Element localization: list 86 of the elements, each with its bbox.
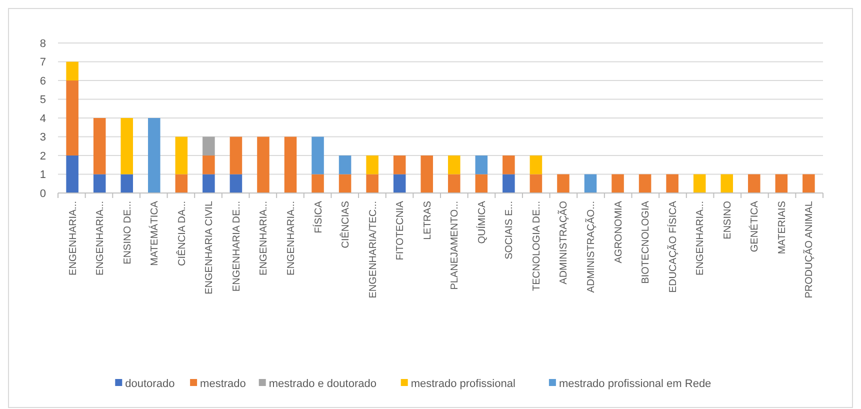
legend-label: mestrado profissional em Rede: [558, 378, 712, 390]
bar: [748, 174, 760, 193]
x-tick-label: QUÍMICA: [476, 200, 488, 244]
bar: [502, 156, 515, 174]
bar: [638, 174, 652, 193]
y-tick-label: 1: [40, 169, 46, 182]
bar: [557, 174, 570, 193]
bar: [66, 80, 78, 156]
x-tick-label: ENSINO DE...: [122, 201, 134, 264]
x-tick-label: ADMINISTRAÇÃO: [558, 200, 570, 284]
legend-label: doutorado: [125, 378, 175, 390]
x-tick-label: ENGENHARIA...: [95, 201, 106, 276]
bar: [612, 174, 624, 193]
x-tick-label: ENGENHARIA...: [286, 201, 297, 276]
legend-label: mestrado profissional: [410, 378, 516, 390]
bar: [393, 156, 406, 174]
x-tick-label: ENGENHARIA...: [695, 201, 706, 276]
bar: [202, 174, 215, 193]
bar: [312, 136, 324, 174]
y-tick-label: 3: [40, 132, 46, 144]
x-tick-label: ENGENHARIA/TEC...: [368, 201, 379, 298]
x-tick-label: PRODUÇÃO ANIMAL: [803, 200, 816, 298]
bar: [530, 156, 542, 174]
bar: [720, 174, 733, 193]
bar: [475, 156, 488, 174]
x-tick-label: FÍSICA: [312, 200, 324, 234]
bar: [530, 174, 542, 193]
x-tick-label: ENGENHARIA CIVIL: [204, 200, 216, 294]
x-tick-label: TECNOLOGIA DE...: [531, 201, 542, 292]
bar: [120, 174, 133, 193]
bar: [230, 136, 242, 174]
x-tick-label: ENGENHARIA...: [258, 201, 270, 276]
bar: [66, 156, 78, 193]
bar: [502, 174, 515, 193]
bar: [584, 174, 597, 193]
bar: [338, 174, 352, 193]
x-tick-label: SOCIAIS E...: [504, 201, 516, 260]
bar: [775, 174, 788, 193]
bar: [148, 118, 160, 193]
y-tick-label: 5: [40, 94, 46, 106]
x-tick-label: ENSINO: [722, 200, 734, 240]
bar: [802, 174, 815, 193]
bar: [312, 174, 324, 193]
bar: [366, 156, 378, 174]
bar: [448, 174, 460, 193]
legend-label: mestrado: [200, 378, 246, 390]
x-tick-label: MATERIAIS: [776, 200, 788, 254]
x-tick-label: ENGENHARIA DE...: [231, 201, 242, 292]
y-tick-label: 2: [40, 150, 46, 162]
bar: [66, 62, 78, 80]
x-tick-label: PLANEJAMENTO...: [450, 201, 461, 290]
y-tick-label: 7: [40, 56, 46, 69]
x-tick-label: AGRONOMIA: [613, 200, 624, 264]
y-tick-label: 0: [40, 188, 46, 200]
bar: [175, 174, 188, 193]
bar: [338, 156, 352, 174]
bar: [202, 136, 215, 156]
bar: [284, 136, 297, 193]
bar: [393, 174, 406, 193]
bar: [202, 156, 215, 174]
bar: [366, 174, 378, 193]
x-tick-label: ENGENHARIA...: [68, 201, 79, 276]
bar: [93, 118, 106, 174]
bar: [420, 156, 433, 193]
x-tick-label: MATEMÁTICA: [148, 200, 161, 266]
bar: [448, 156, 460, 174]
y-tick-label: 6: [40, 75, 46, 88]
x-tick-label: CIÊNCIA DA...: [176, 201, 188, 266]
bar: [175, 136, 188, 174]
bar: [93, 174, 106, 193]
x-tick-label: LETRAS: [422, 200, 434, 240]
x-tick-label: GENÉTICA: [748, 200, 761, 252]
bar: [666, 174, 678, 193]
bar: [230, 174, 242, 193]
bar: [257, 136, 270, 193]
y-tick-label: 4: [40, 112, 46, 125]
x-tick-label: BIOTECNOLOGIA: [640, 200, 652, 284]
x-tick-label: FITOTECNIA: [395, 200, 406, 260]
legend-label: mestrado e doutorado: [268, 378, 376, 390]
x-tick-label: CIÊNCIAS: [340, 200, 352, 248]
bar: [120, 118, 133, 174]
x-tick-label: ADMINISTRAÇÃO...: [585, 201, 597, 293]
y-tick-label: 8: [40, 38, 46, 50]
bar: [693, 174, 706, 193]
x-tick-label: EDUCAÇÃO FÍSICA: [666, 200, 679, 293]
bar: [475, 174, 488, 193]
